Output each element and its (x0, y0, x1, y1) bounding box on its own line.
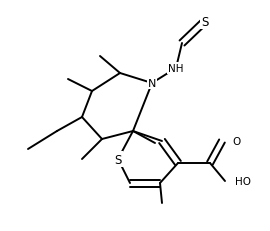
Text: HO: HO (235, 176, 251, 186)
Text: O: O (232, 137, 240, 146)
Text: S: S (114, 153, 122, 166)
Text: S: S (201, 15, 209, 28)
Text: NH: NH (168, 64, 184, 74)
Text: N: N (148, 79, 156, 89)
